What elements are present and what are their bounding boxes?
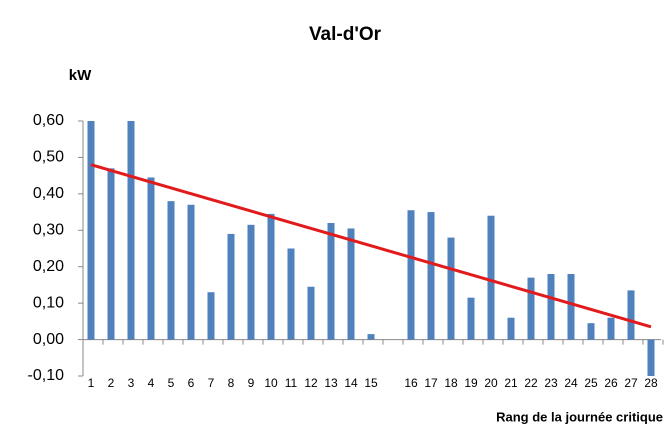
chart-title: Val-d'Or: [309, 24, 382, 45]
bar: [407, 210, 415, 340]
bar: [147, 177, 155, 340]
bar: [107, 168, 115, 340]
bar: [527, 277, 535, 340]
x-tick-label: 8: [228, 376, 235, 390]
bar: [247, 224, 255, 340]
y-tick-label: 0,30: [33, 222, 64, 239]
bar: [227, 233, 235, 340]
bar: [607, 317, 615, 340]
x-tick-label: 16: [404, 376, 418, 390]
x-tick-label: 5: [168, 376, 175, 390]
bar: [427, 212, 435, 340]
y-tick-label: 0,20: [33, 258, 64, 275]
x-tick-label: 18: [444, 376, 458, 390]
x-tick-label: 1: [88, 376, 95, 390]
bar: [447, 237, 455, 340]
bar: [647, 339, 655, 376]
bar: [587, 323, 595, 340]
trendline: [90, 163, 652, 329]
x-tick-label: 13: [324, 376, 338, 390]
x-tick-label: 4: [148, 376, 155, 390]
bar: [367, 334, 375, 340]
bar: [547, 274, 555, 340]
x-tick-label: 14: [344, 376, 358, 390]
x-tick-label: 10: [264, 376, 278, 390]
x-tick-label: 15: [364, 376, 378, 390]
y-tick-label: 0,00: [33, 331, 64, 348]
x-tick-label: 19: [464, 376, 478, 390]
bar: [127, 121, 135, 340]
bar: [167, 201, 175, 340]
x-tick-label: 27: [624, 376, 638, 390]
bar: [467, 297, 475, 340]
x-tick-label: 21: [504, 376, 518, 390]
x-tick-label: 3: [128, 376, 135, 390]
x-tick-label: 12: [304, 376, 318, 390]
bar: [567, 274, 575, 340]
bar: [507, 317, 515, 340]
x-tick-label: 25: [584, 376, 598, 390]
x-tick-label: 28: [644, 376, 658, 390]
y-tick-label: 0,40: [33, 185, 64, 202]
x-tick-label: 22: [524, 376, 538, 390]
bar: [307, 286, 315, 340]
bar: [187, 204, 195, 340]
x-tick-label: 24: [564, 376, 578, 390]
x-tick-label: 9: [248, 376, 255, 390]
y-tick-label: 0,60: [33, 112, 64, 129]
bar: [347, 228, 355, 340]
bar: [487, 215, 495, 340]
x-axis-label: Rang de la journée critique: [496, 409, 663, 424]
x-tick-label: 23: [544, 376, 558, 390]
x-tick-label: 2: [108, 376, 115, 390]
x-tick-label: 20: [484, 376, 498, 390]
bar: [267, 213, 275, 340]
y-tick-label: -0,10: [28, 367, 65, 384]
bar: [327, 223, 335, 340]
x-tick-label: 11: [285, 376, 298, 390]
bar: [207, 292, 215, 340]
x-tick-label: 7: [208, 376, 215, 390]
y-tick-label: 0,10: [33, 294, 64, 311]
bar: [87, 121, 95, 340]
x-tick-label: 26: [604, 376, 618, 390]
bar: [627, 290, 635, 340]
x-tick-label: 17: [424, 376, 438, 390]
y-axis-label: kW: [69, 67, 92, 84]
x-tick-label: 6: [188, 376, 195, 390]
bar: [287, 248, 295, 340]
y-tick-label: 0,50: [33, 149, 64, 166]
